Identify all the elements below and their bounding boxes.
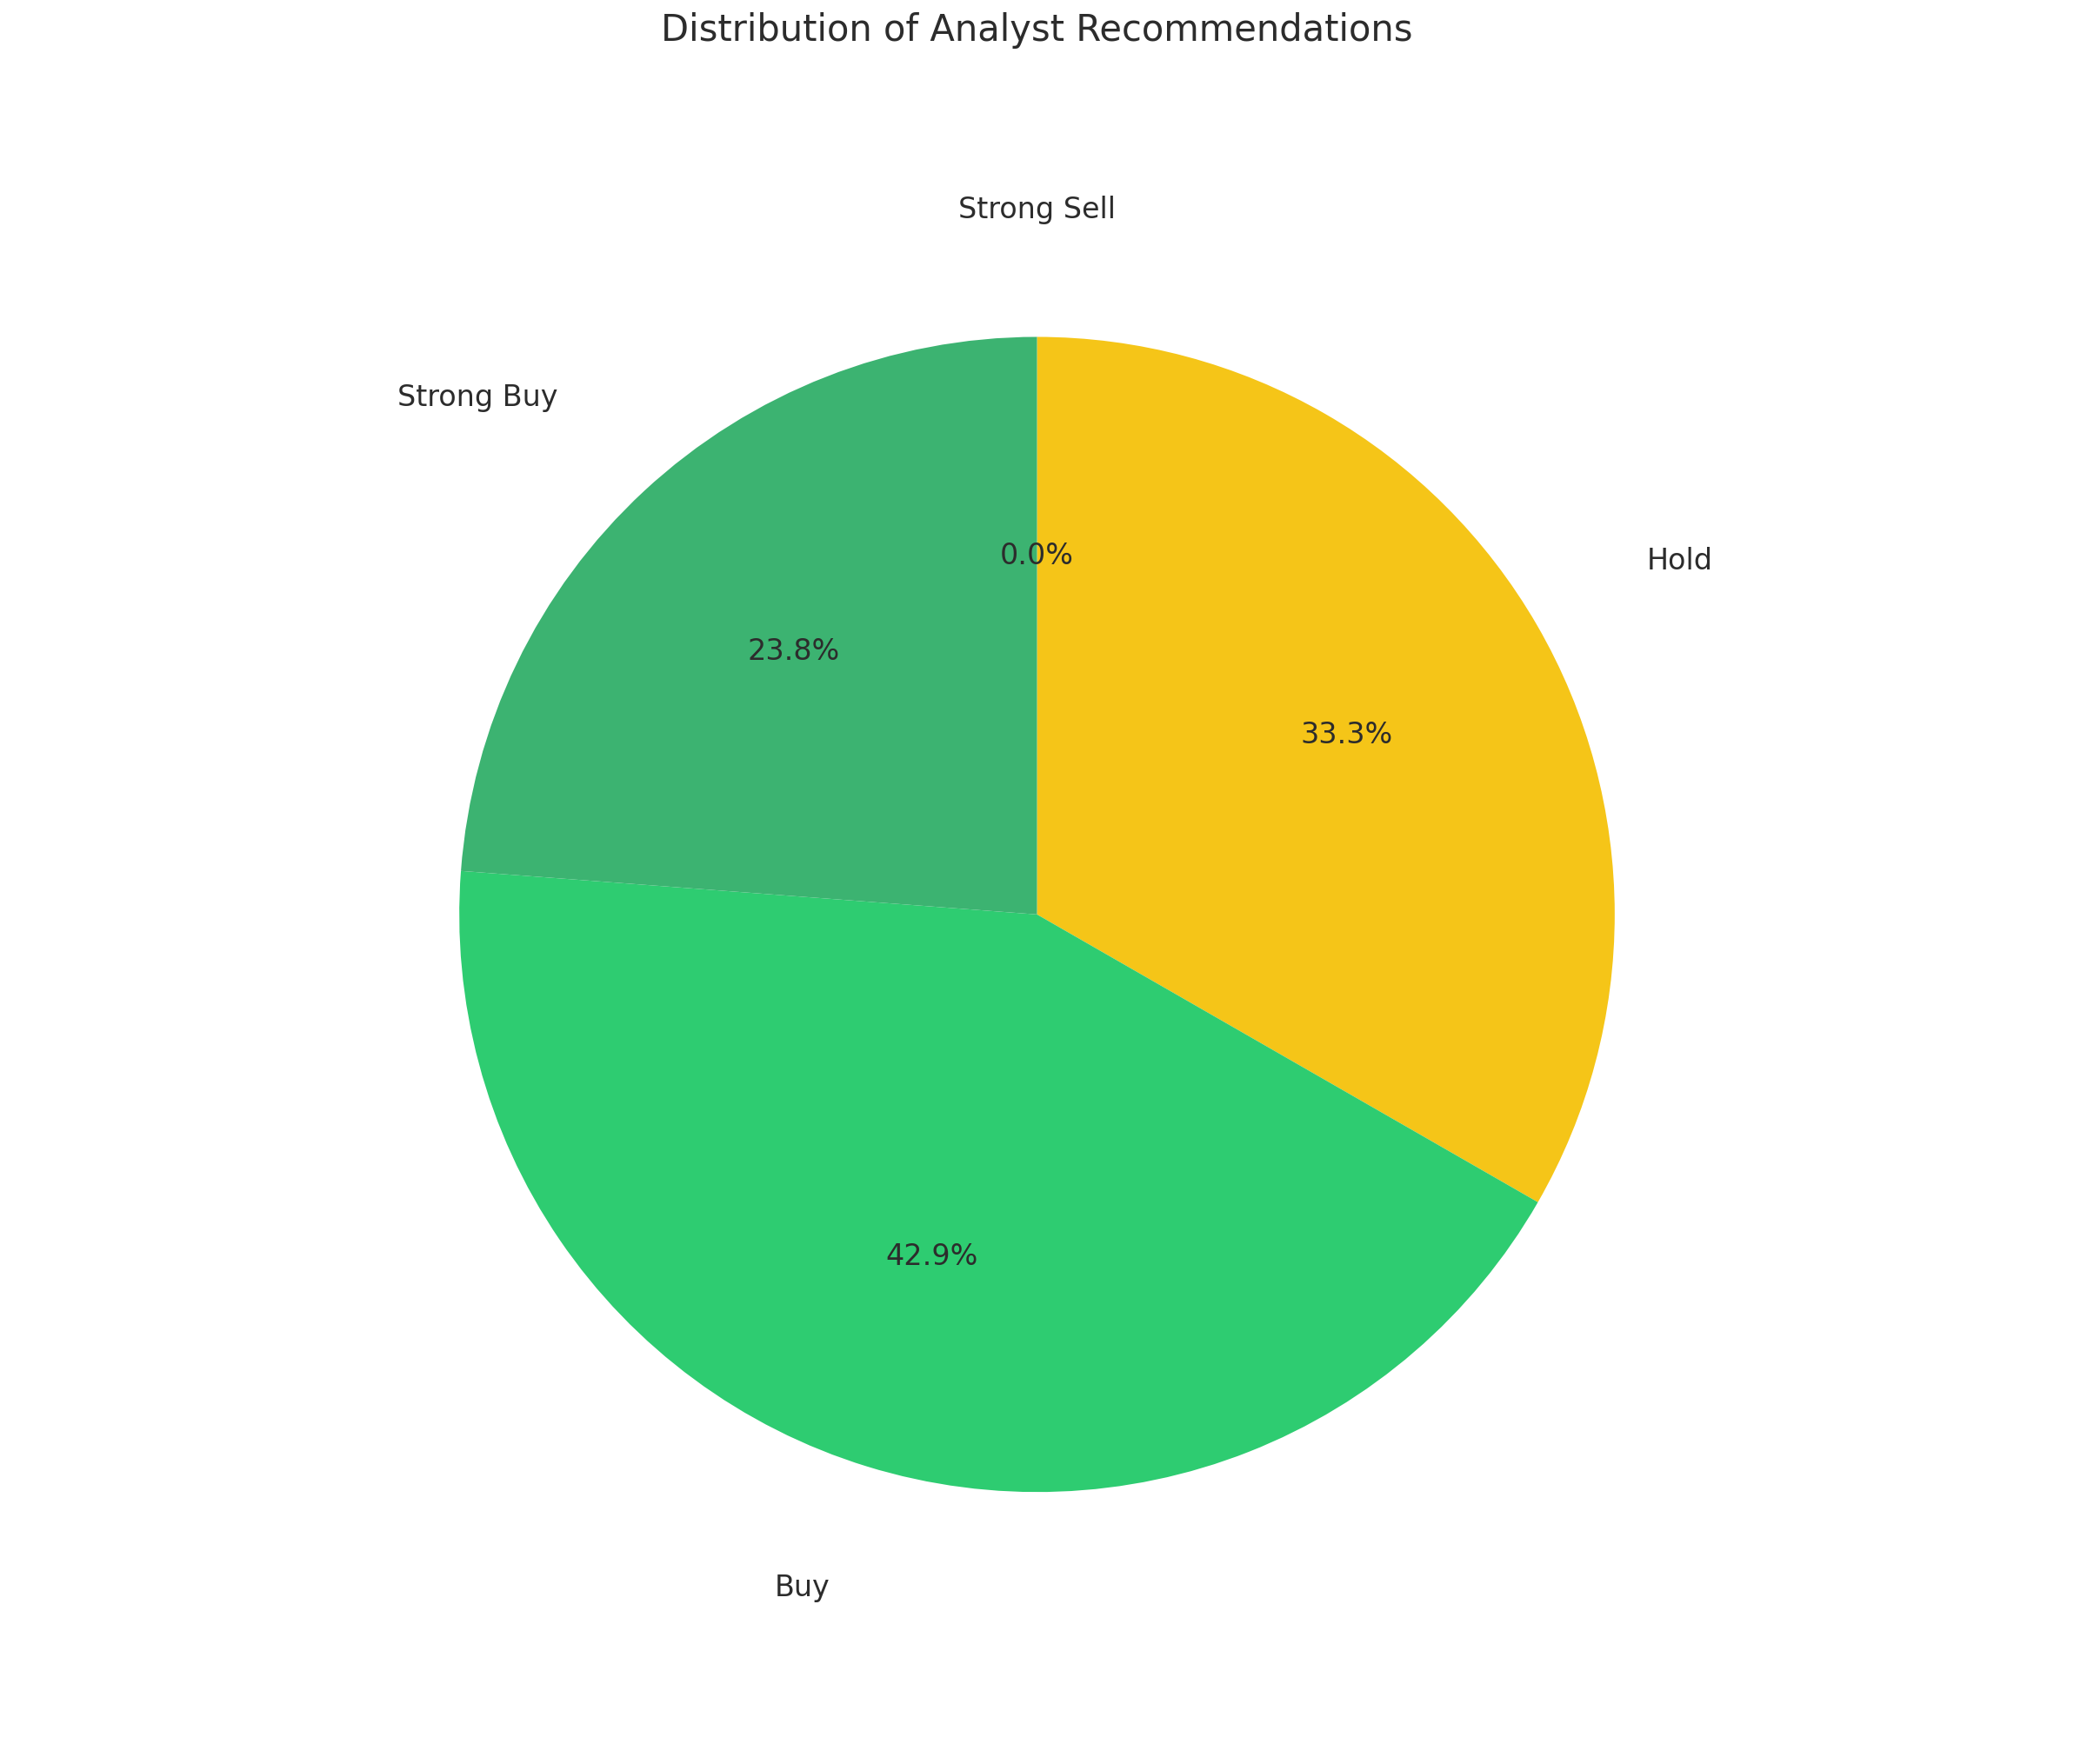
Text: 42.9%: 42.9%	[886, 1242, 979, 1272]
Title: Distribution of Analyst Recommendations: Distribution of Analyst Recommendations	[662, 12, 1412, 49]
Text: Hold: Hold	[1647, 547, 1713, 575]
Text: 33.3%: 33.3%	[1300, 721, 1394, 750]
Wedge shape	[460, 337, 1037, 914]
Text: Strong Sell: Strong Sell	[958, 196, 1116, 224]
Text: Buy: Buy	[774, 1573, 830, 1602]
Text: Strong Buy: Strong Buy	[398, 383, 558, 413]
Text: 23.8%: 23.8%	[747, 637, 840, 667]
Wedge shape	[458, 871, 1539, 1492]
Wedge shape	[1037, 337, 1616, 1203]
Text: 0.0%: 0.0%	[1000, 542, 1074, 572]
